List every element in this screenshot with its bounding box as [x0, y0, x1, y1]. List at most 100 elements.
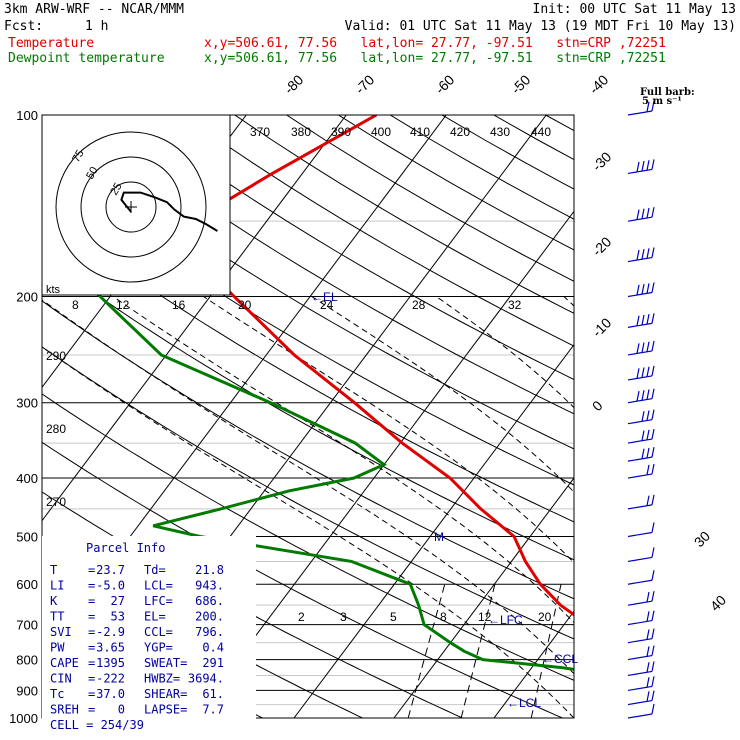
- pressure-label-100: 100: [16, 108, 38, 123]
- parcel-value: 796.: [195, 625, 224, 639]
- wind-barb: [627, 703, 655, 719]
- parcel-value: 3694.: [188, 672, 224, 686]
- parcel-value: 37.0: [96, 687, 125, 701]
- moist-adiabat: [112, 296, 574, 624]
- dry-adiabat: [286, 115, 574, 282]
- parcel-info-panel: Parcel Info T 23.7 Td= 21.8 = LI -5.0 LCL= 943. = K…: [42, 536, 256, 732]
- mixing-ratio-line: [530, 584, 562, 718]
- init-time: Init: 00 UTC Sat 11 May 13: [532, 2, 737, 17]
- hodograph-unit: kts: [46, 284, 61, 296]
- parcel-key: CIN: [50, 672, 72, 686]
- parcel-eq: =: [88, 687, 95, 701]
- forecast-label: Fcst:: [4, 19, 44, 34]
- parcel-eq: =: [88, 610, 95, 624]
- mixing-ratio-label: 2: [298, 610, 305, 624]
- parcel-value: 0: [118, 703, 125, 717]
- wind-barb: [627, 610, 655, 626]
- parcel-value: 1395: [96, 656, 125, 670]
- theta-label: 390: [331, 125, 351, 139]
- isotherm: [393, 477, 574, 718]
- parcel-value: 943.: [195, 579, 224, 593]
- parcel-key: EL=: [144, 610, 166, 624]
- moist-adiabat: [42, 346, 574, 718]
- dry-adiabat: [42, 125, 574, 450]
- parcel-eq: =: [88, 656, 95, 670]
- mixing-ratio-line: [660, 584, 682, 718]
- hodograph-speed-label: 32: [508, 298, 522, 312]
- mixing-ratio-label: 12: [478, 610, 492, 624]
- parcel-key: SWEAT=: [144, 656, 187, 670]
- parcel-key: SHEAR=: [144, 687, 187, 701]
- temperature-profile: [190, 115, 574, 617]
- hodograph-speed-label: 12: [116, 298, 130, 312]
- parcel-eq: =: [88, 641, 95, 655]
- parcel-value: 3.65: [96, 641, 125, 655]
- isotherm-label: 30: [691, 528, 713, 550]
- pressure-label-900: 900: [16, 683, 38, 698]
- hodograph-ring: [80, 156, 182, 258]
- parcel-value: -222: [96, 672, 125, 686]
- pressure-label-700: 700: [16, 618, 38, 633]
- parcel-eq: =: [88, 579, 95, 593]
- dewpoint-location: x,y=506.61, 77.56 lat,lon= 27.77, -97.51…: [204, 51, 666, 66]
- isotherm-label: -70: [352, 71, 378, 97]
- isotherm: [493, 610, 574, 718]
- dry-adiabat: [42, 393, 574, 681]
- isotherm-label: 40: [707, 592, 729, 614]
- parcel-key: SVI: [50, 625, 72, 639]
- hodograph-trace: [120, 191, 218, 232]
- isotherm: [694, 115, 740, 718]
- pressure-label-1000: 1000: [9, 711, 38, 726]
- el-marker: ←EL: [311, 290, 338, 304]
- hodograph-speed-label: 16: [172, 298, 186, 312]
- parcel-value: 21.8: [195, 563, 224, 577]
- parcel-key: K: [50, 594, 58, 608]
- parcel-value: -2.9: [96, 625, 125, 639]
- hodograph: [41, 114, 231, 296]
- moist-adiabat: [311, 296, 574, 493]
- wind-barb: [627, 690, 655, 706]
- parcel-key: HWBZ=: [144, 672, 180, 686]
- dewpoint-legend: Dewpoint temperature: [8, 51, 165, 66]
- parcel-key: TT: [50, 610, 64, 624]
- parcel-value: 23.7: [96, 563, 125, 577]
- moist-adiabat: [435, 296, 574, 409]
- dry-adiabat: [130, 115, 574, 381]
- theta-label: 290: [46, 349, 66, 363]
- wind-barb: [627, 522, 655, 538]
- parcel-value: 686.: [195, 594, 224, 608]
- wind-barb: [627, 676, 655, 692]
- isotherm: [293, 343, 574, 718]
- valid-time: Valid: 01 UTC Sat 11 May 13 (19 MDT Fri …: [344, 19, 736, 34]
- wind-barb: [627, 463, 655, 479]
- parcel-key: LI: [50, 579, 64, 593]
- hodograph-speed-label: 20: [238, 298, 252, 312]
- parcel-key: LFC=: [144, 594, 173, 608]
- mixing-ratio-label: 8: [440, 610, 447, 624]
- wind-barb: [627, 494, 655, 510]
- moist-adiabat: [42, 299, 574, 675]
- isotherm-label: -80: [281, 71, 307, 97]
- isotherm: [594, 115, 740, 718]
- pressure-label-500: 500: [16, 529, 38, 544]
- parcel-value: 0.4: [202, 641, 224, 655]
- wind-barb: [627, 207, 655, 222]
- hodograph-speed-label: 28: [412, 298, 426, 312]
- parcel-key: T: [50, 563, 57, 577]
- wind-barb: [627, 661, 655, 677]
- pressure-label-400: 400: [16, 471, 38, 486]
- dry-adiabat: [493, 115, 574, 161]
- hodograph-ring-label: 25: [108, 181, 125, 198]
- barb-key-unit: 5 m s⁻¹: [642, 96, 682, 107]
- freezing-level-marker: M: [434, 530, 444, 544]
- hodograph-ring: [55, 131, 207, 283]
- wind-barb: [627, 340, 655, 356]
- parcel-key: CCL=: [144, 625, 173, 639]
- wind-barb: [627, 313, 655, 328]
- lfc-marker: ←LFC: [488, 613, 523, 627]
- wind-barb: [627, 570, 655, 585]
- isotherm-label: -10: [589, 314, 615, 340]
- wind-barb: [627, 159, 655, 175]
- hodograph-frame: [41, 114, 231, 296]
